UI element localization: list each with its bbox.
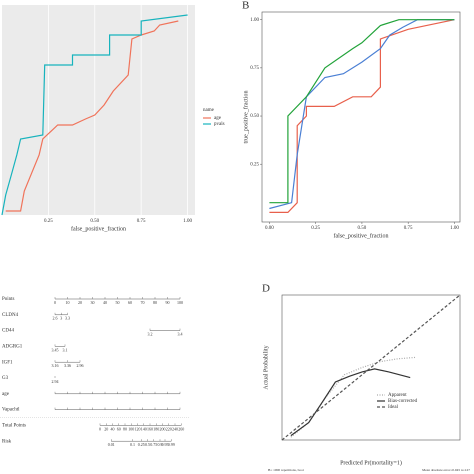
x-tick-label: 0.50 — [90, 219, 99, 224]
x-axis-label: Predicted Pr(mortality=1) — [340, 459, 402, 466]
plot-area — [2, 5, 195, 215]
row-tick-label: 240 — [172, 426, 178, 431]
row-tick-label: 260 — [178, 426, 184, 431]
y-axis-label: true_positive_fraction — [242, 91, 249, 144]
series-line — [281, 294, 461, 441]
series-line — [269, 19, 455, 213]
row-tick-label: 2.96 — [77, 363, 84, 368]
row-tick-label: 20 — [104, 426, 108, 431]
y-tick-label: 0.50 — [250, 114, 259, 119]
row-label: age — [2, 392, 10, 397]
row-tick-label: 40 — [103, 300, 107, 305]
row-tick-label: 10 — [66, 300, 70, 305]
row-tick-label: 60 — [117, 426, 121, 431]
row-tick-label: 0.01 — [108, 442, 115, 447]
legend-label: Ideal — [388, 405, 399, 410]
series-line — [290, 368, 411, 437]
x-tick-label: 1.00 — [450, 226, 459, 231]
x-axis-label: false_positive_fraction — [334, 232, 389, 239]
row-tick-label: 3.16 — [52, 363, 59, 368]
series-line — [269, 19, 455, 204]
footnote: B= 1000 repetitions, boot — [268, 468, 304, 473]
y-tick-label: 0.75 — [250, 66, 259, 71]
series-line — [269, 19, 455, 210]
y-axis-label: Actual Probability — [263, 345, 269, 389]
y-tick-label: 1.00 — [250, 18, 259, 23]
row-tick-label: 0.5 — [145, 442, 150, 447]
footnote: Mean absolute error=0.045 n=127 — [422, 468, 470, 472]
x-tick-label: 0.50 — [358, 226, 367, 231]
row-label: Total Points — [2, 424, 26, 429]
legend-title: name — [203, 108, 215, 113]
row-tick-label: 3.36 — [64, 363, 71, 368]
row-tick-label: 100 — [177, 300, 183, 305]
row-tick-label: 70 — [141, 300, 145, 305]
row-tick-label: 30 — [91, 300, 95, 305]
row-label: CD44 — [2, 329, 14, 334]
row-tick-label: 160 — [147, 426, 153, 431]
row-tick-label: 200 — [160, 426, 166, 431]
row-tick-label: 50 — [116, 300, 120, 305]
row-label: G3 — [2, 376, 9, 381]
row-label: Vapachtl — [2, 408, 20, 413]
row-tick-label: 0 — [99, 426, 101, 431]
row-tick-label: 80 — [123, 426, 127, 431]
x-axis-label: false_positive_fraction — [71, 225, 126, 232]
x-tick-label: 0.00 — [265, 226, 274, 231]
x-tick-label: 1.00 — [183, 219, 192, 224]
legend-label: Apparent — [388, 393, 407, 398]
x-tick-label: 0.25 — [44, 219, 53, 224]
row-tick-label: 0.9 — [158, 442, 163, 447]
row-tick-label: 0.99 — [168, 442, 175, 447]
legend-label: age — [214, 116, 222, 121]
y-tick-label: 0.25 — [250, 162, 259, 167]
row-tick-label: 3.4 — [178, 332, 183, 337]
row-tick-label: 2.6 — [53, 316, 58, 321]
row-label: IGF1 — [2, 360, 13, 365]
row-tick-label: 80 — [153, 300, 157, 305]
x-tick-label: 0.75 — [137, 219, 146, 224]
legend-label: Bias-corrected — [388, 399, 418, 404]
panel-label: D — [262, 283, 270, 295]
row-tick-label: 0.25 — [138, 442, 145, 447]
row-tick-label: 3.1 — [63, 347, 68, 352]
row-tick-label: 3.2 — [148, 332, 153, 337]
row-label: ADGRG1 — [2, 345, 23, 350]
row-label: Points — [2, 297, 15, 302]
row-tick-label: 3.45 — [52, 347, 59, 352]
row-tick-label: 100 — [128, 426, 134, 431]
row-tick-label: 0 — [54, 300, 56, 305]
plot-area — [261, 11, 461, 223]
row-tick-label: 0.1 — [130, 442, 135, 447]
row-tick-label: 90 — [166, 300, 170, 305]
row-tick-label: 220 — [166, 426, 172, 431]
series-line — [5, 20, 179, 212]
row-tick-label: 0.95 — [162, 442, 169, 447]
row-tick-label: 140 — [141, 426, 147, 431]
row-tick-label: 20 — [78, 300, 82, 305]
row-tick-label: 2.94 — [52, 379, 59, 384]
row-tick-label: 3.3 — [65, 316, 70, 321]
x-tick-label: 0.75 — [404, 226, 413, 231]
row-tick-label: 0.75 — [150, 442, 157, 447]
series-line — [1, 14, 188, 216]
row-tick-label: 3 — [60, 316, 62, 321]
row-tick-label: 40 — [111, 426, 115, 431]
panel-label: B — [242, 0, 249, 12]
legend-label: pvals — [214, 122, 225, 127]
row-tick-label: 120 — [135, 426, 141, 431]
row-label: CLDN4 — [2, 313, 19, 318]
row-tick-label: 60 — [128, 300, 132, 305]
x-tick-label: 0.25 — [311, 226, 320, 231]
row-tick-label: 180 — [153, 426, 159, 431]
row-label: Risk — [2, 439, 12, 444]
